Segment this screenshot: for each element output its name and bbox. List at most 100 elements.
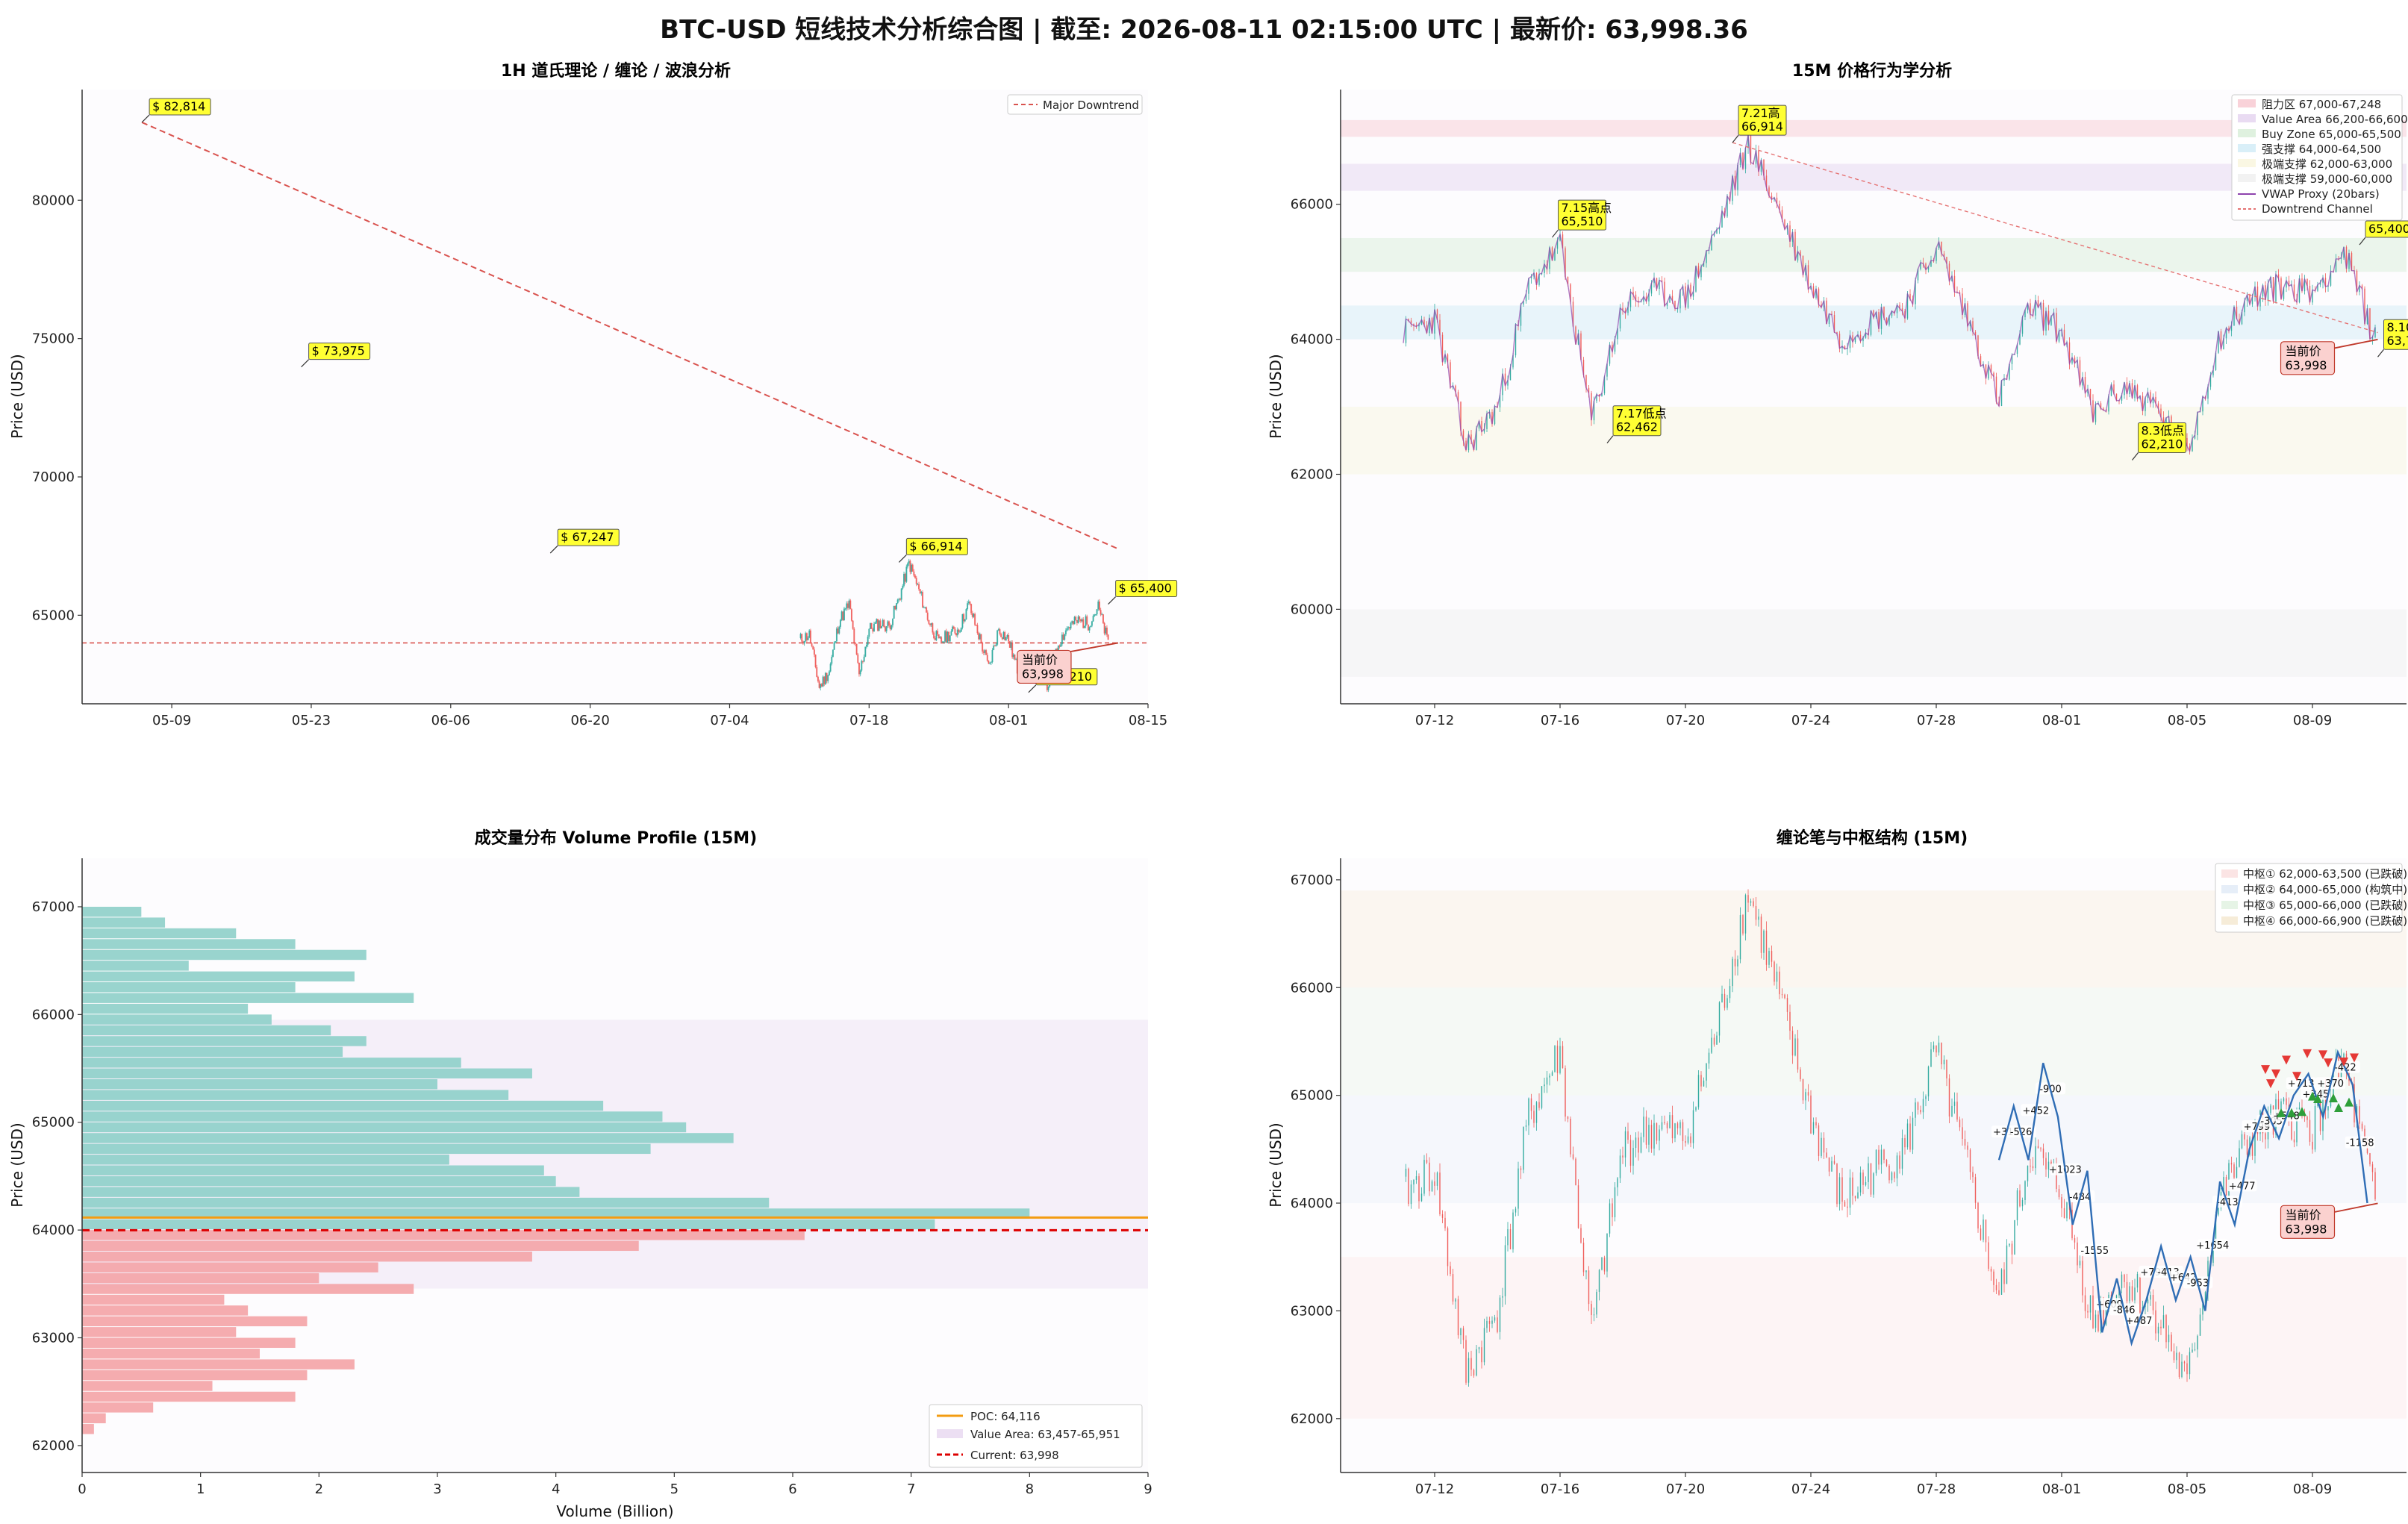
- panel-1h-ytick-label: 70000: [32, 469, 75, 485]
- volume-bar: [82, 1348, 260, 1359]
- panel-15m-candle-body: [2298, 278, 2301, 302]
- panel-chan-candle-body: [1729, 986, 1731, 999]
- panel-chan-candle-body: [1664, 1122, 1665, 1123]
- panel-vp-xtick-label: 1: [196, 1481, 205, 1497]
- panel-1h-candle-body: [1066, 628, 1068, 631]
- panel-15m-candle-body: [2134, 385, 2136, 399]
- panel-chan-candle-body: [1460, 1328, 1462, 1336]
- panel-1h-candle-body: [837, 628, 839, 634]
- volume-bar: [82, 1187, 580, 1197]
- volume-bar: [82, 906, 142, 917]
- panel-15m-candle-body: [2259, 296, 2261, 307]
- panel-15m-candle-body: [2275, 274, 2277, 302]
- panel-15m-legend-entry: Buy Zone 65,000-65,500: [2262, 128, 2401, 141]
- legend-poc: POC: 64,116: [970, 1410, 1041, 1423]
- panel-chan-candle-body: [2084, 1295, 2086, 1311]
- panel-chan-candle-body: [2309, 1119, 2311, 1142]
- panel-chan-candle-body: [1847, 1206, 1848, 1208]
- panel-chan-candle-body: [2293, 1139, 2295, 1143]
- panel-1h-candle-body: [826, 672, 828, 681]
- panel-15m-candle-body: [2021, 316, 2024, 334]
- panel-15m-candle-body: [2215, 352, 2217, 370]
- panel-chan-candle-body: [2035, 1146, 2036, 1169]
- panel-chan-candle-body: [1627, 1131, 1629, 1140]
- panel-15m-candle-body: [1570, 284, 1571, 302]
- buy-signal-marker: [2287, 1108, 2296, 1117]
- sell-signal-marker: [2318, 1050, 2327, 1060]
- panel-1h-candle-body: [833, 642, 835, 650]
- panel-1h-candle-body: [1094, 614, 1096, 616]
- panel-1h-annot-box: [1115, 580, 1178, 598]
- panel-15m-candle-body: [2014, 354, 2015, 355]
- panel-1h-candle-body: [937, 631, 939, 635]
- panel-15m-candle-body: [1732, 175, 1733, 202]
- panel-1h-candle-body: [1090, 625, 1092, 628]
- panel-chan-candle-body: [1502, 1296, 1503, 1298]
- panel-1h-candle-body: [993, 646, 995, 650]
- panel-15m-annot-text: 62,210: [2142, 437, 2183, 452]
- panel-chan-candle-body: [1413, 1179, 1414, 1185]
- panel-1h-candle-body: [881, 626, 882, 628]
- panel-1h-candle-body: [970, 604, 973, 613]
- panel-15m-candle-body: [1763, 160, 1765, 176]
- panel-1h-candle-body: [974, 613, 976, 625]
- panel-chan-candle-body: [1405, 1168, 1407, 1177]
- panel-15m-candle-body: [2089, 389, 2092, 401]
- panel-1h-candle-body: [857, 654, 859, 663]
- panel-chan-current-arrow: [2333, 1202, 2378, 1214]
- panel-chan-candle-body: [1930, 1049, 1932, 1067]
- panel-1h-candle-body: [982, 642, 984, 652]
- volume-bar: [82, 1090, 509, 1100]
- panel-1h-candle-body: [1064, 630, 1067, 635]
- panel-15m-candle-body: [1622, 307, 1623, 311]
- volume-bar: [82, 939, 296, 949]
- panel-chan-candle-body: [1784, 994, 1785, 999]
- vwap-line: [1403, 135, 2376, 453]
- panel-chan-candle-body: [1507, 1228, 1509, 1246]
- volume-bar: [82, 928, 237, 939]
- panel-15m-candle-body: [1768, 187, 1770, 196]
- panel-15m-candle-body: [1734, 175, 1736, 190]
- panel-15m-candle-body: [1457, 392, 1459, 402]
- panel-15m-candle-body: [1980, 356, 1982, 366]
- panel-chan-candle-body: [2343, 1053, 2345, 1058]
- panel-chan-candle-body: [1771, 951, 1773, 962]
- panel-15m-candle-body: [2356, 270, 2358, 293]
- panel-chan-candle-body: [2194, 1349, 2196, 1351]
- panel-vp-xtick-label: 4: [552, 1481, 560, 1497]
- panel-1h-candle-body: [876, 619, 878, 623]
- panel-1h-candle-body: [908, 560, 910, 563]
- panel-15m-annot-arrow: [2377, 349, 2384, 357]
- panel-15m-candle-body: [2324, 278, 2327, 287]
- panel-1h-candle-body: [945, 631, 947, 643]
- panel-chan-candle-body: [1562, 1046, 1564, 1069]
- panel-15m-candle-body: [1591, 393, 1592, 421]
- panel-15m-candle-body: [2157, 403, 2159, 409]
- panel-chan-candle-body: [2233, 1164, 2235, 1178]
- panel-1h-annot-text: $ 66,914: [909, 539, 962, 553]
- panel-15m-candle-body: [2160, 408, 2162, 418]
- panel-chan-candle-body: [1528, 1098, 1529, 1125]
- panel-15m-candle-body: [2343, 247, 2345, 258]
- panel-chan-candle-body: [1868, 1163, 1869, 1182]
- panel-15m-candle-body: [1859, 334, 1862, 342]
- sell-signal-marker: [2292, 1072, 2301, 1081]
- panel-chan-candle-body: [2003, 1269, 2005, 1284]
- sell-signal-marker: [2339, 1058, 2348, 1067]
- panel-1h-candle-body: [941, 637, 943, 643]
- panel-15m-candle-body: [1460, 402, 1462, 431]
- panel-chan-legend-entry: 中枢① 62,000-63,500 (已跌破): [2243, 867, 2407, 881]
- panel-15m-candle-body: [1690, 284, 1691, 297]
- panel-chan-candle-body: [1768, 951, 1770, 965]
- panel-1h-candle-body: [843, 608, 845, 621]
- panel-15m-candle-body: [1747, 135, 1749, 149]
- panel-15m-candle-body: [1565, 248, 1566, 277]
- volume-bar: [82, 1305, 249, 1316]
- panel-15m-candle-body: [1988, 365, 1989, 379]
- panel-15m-candle-body: [1426, 325, 1428, 334]
- panel-1h-candle-body: [818, 681, 820, 688]
- panel-1h-candle-body: [914, 575, 917, 578]
- panel-15m-annot-arrow: [1552, 229, 1559, 238]
- panel-chan-candle-body: [1875, 1149, 1877, 1174]
- panel-chan-candle-body: [1478, 1347, 1480, 1349]
